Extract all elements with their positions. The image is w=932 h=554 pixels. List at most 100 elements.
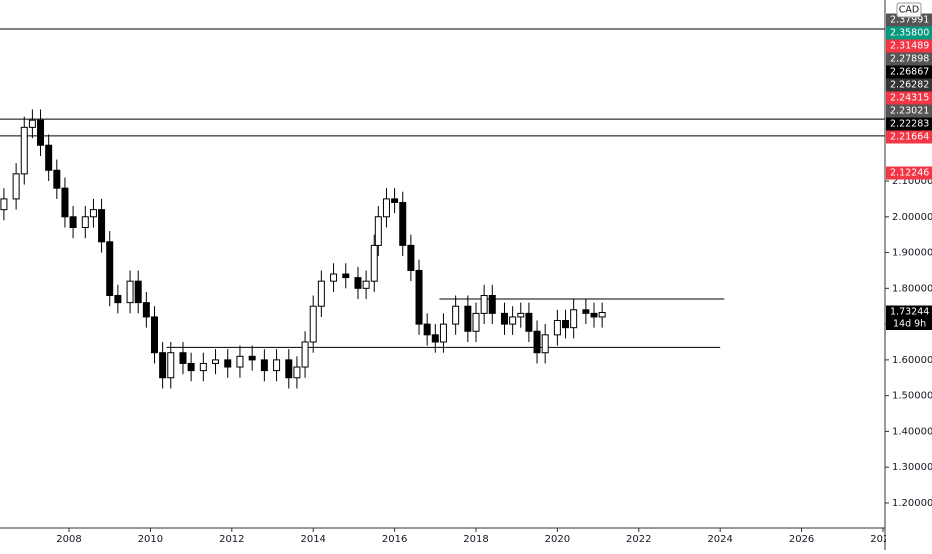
price-label-bg — [886, 104, 932, 118]
y-tick-label: 1.80000 — [892, 283, 932, 294]
candle-body — [260, 359, 268, 372]
candle-body — [0, 198, 8, 211]
time-axis-panel — [0, 528, 885, 550]
candle-body — [382, 198, 390, 218]
candle-body — [81, 216, 89, 229]
price-axis-cover — [886, 529, 932, 551]
candle-body — [61, 187, 69, 218]
price-label: 2.12246 — [890, 168, 929, 179]
candle-body — [500, 312, 508, 325]
price-label-bg — [886, 130, 932, 144]
candle-body — [354, 277, 362, 289]
price-label: 2.27898 — [890, 54, 929, 65]
candle-body — [317, 280, 325, 307]
candle-body — [570, 309, 578, 329]
candle-body — [98, 209, 106, 243]
candle-body — [553, 320, 561, 336]
candle-body — [488, 294, 496, 314]
y-tick-label: 1.40000 — [892, 426, 932, 437]
price-label: 1.73244 — [890, 307, 929, 318]
x-tick-label: 2018 — [463, 534, 488, 545]
price-label-bg — [886, 78, 932, 92]
candle-body — [374, 216, 382, 246]
x-tick-label: 2016 — [382, 534, 407, 545]
candle-body — [452, 305, 460, 325]
y-tick-label: 1.30000 — [892, 462, 932, 473]
candle-body — [126, 280, 134, 304]
y-tick-label: 1.50000 — [892, 391, 932, 402]
x-tick-label: 2024 — [707, 534, 732, 545]
candle-body — [370, 244, 378, 282]
candle-body — [342, 273, 350, 279]
price-label-bg — [886, 26, 932, 40]
y-tick-label: 1.90000 — [892, 248, 932, 259]
price-label: 2.22283 — [890, 119, 929, 130]
candle-body — [167, 352, 175, 379]
candle-body — [309, 305, 317, 343]
candle-body — [12, 173, 20, 200]
candle-body — [285, 359, 293, 379]
candle-body — [590, 312, 598, 318]
x-tick-label: 2012 — [219, 534, 244, 545]
candle-body — [89, 209, 97, 218]
candle-body — [431, 334, 439, 343]
price-label-bg — [886, 305, 932, 319]
currency-badge — [896, 2, 922, 18]
candle-body — [37, 119, 45, 146]
price-label: 2.37991 — [890, 15, 929, 26]
candle-body — [464, 305, 472, 332]
candle-body — [114, 294, 122, 304]
candle-body — [159, 352, 167, 379]
x-tick-label: 2026 — [789, 534, 814, 545]
candle-body — [598, 311, 606, 318]
x-tick-label: 2022 — [626, 534, 651, 545]
price-label-bg — [886, 166, 932, 180]
x-tick-label: 2008 — [56, 534, 81, 545]
currency-label: CAD — [899, 5, 919, 16]
candle-body — [533, 330, 541, 354]
candle-body — [415, 269, 423, 325]
candle-body — [248, 355, 256, 361]
candle-body — [407, 244, 415, 271]
price-label-bg — [886, 39, 932, 53]
candle-body — [224, 359, 232, 368]
candle-body — [106, 241, 114, 296]
y-tick-label: 1.20000 — [892, 498, 932, 509]
candle-body — [179, 352, 187, 364]
price-label-bg — [886, 52, 932, 66]
candle-body — [45, 144, 53, 171]
candle-body — [472, 312, 480, 332]
candle-body — [273, 359, 281, 372]
candle-body — [212, 359, 220, 364]
x-tick-label: 2014 — [300, 534, 325, 545]
candle-body — [236, 355, 244, 368]
candle-body — [562, 320, 570, 329]
candle-body — [525, 312, 533, 332]
candle-body — [362, 280, 370, 289]
price-label: 2.26282 — [890, 80, 929, 91]
candle-body — [541, 334, 549, 354]
x-tick-label: 2028 — [870, 534, 895, 545]
price-label: 2.24315 — [890, 93, 929, 104]
y-tick-label: 2.10000 — [892, 176, 932, 187]
candle-body — [330, 273, 338, 282]
candle-body — [480, 294, 488, 314]
x-tick-label: 2020 — [545, 534, 570, 545]
candle-body — [150, 316, 158, 354]
candle-body — [28, 119, 36, 128]
plot-area — [0, 28, 885, 389]
countdown-bg — [886, 318, 932, 330]
candle-body — [69, 216, 77, 229]
candle-body — [391, 198, 399, 203]
price-label: 2.31489 — [890, 41, 929, 52]
price-label-bg — [886, 91, 932, 105]
price-label: 2.35800 — [890, 28, 929, 39]
price-label-bg — [886, 117, 932, 131]
price-label: 2.23021 — [890, 106, 929, 117]
candle-body — [293, 366, 301, 379]
x-tick-label: 2010 — [138, 534, 163, 545]
candle-body — [399, 201, 407, 246]
candle-body — [582, 309, 590, 314]
